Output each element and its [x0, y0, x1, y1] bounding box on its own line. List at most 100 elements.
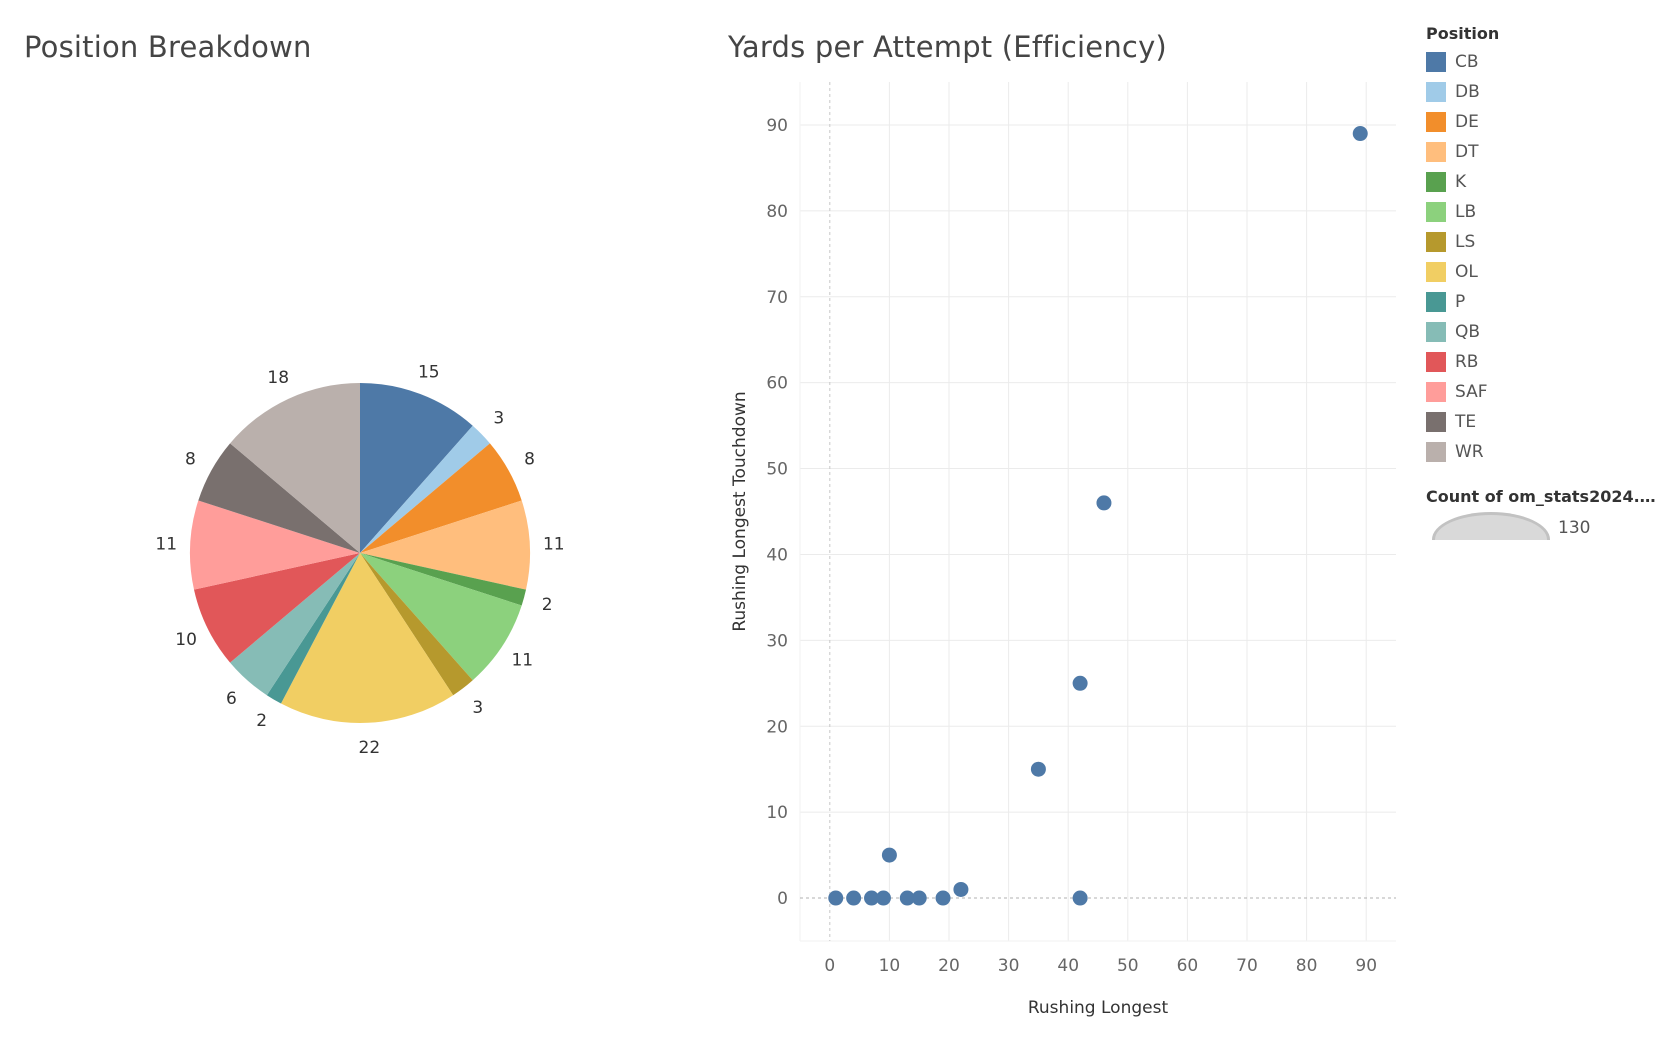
pie-slice-db[interactable] [360, 425, 490, 553]
scatter-point[interactable] [1072, 890, 1088, 906]
legend-swatch [1426, 52, 1446, 72]
scatter-point[interactable] [911, 890, 927, 906]
x-tick-label: 10 [879, 956, 901, 976]
x-tick-label: 80 [1296, 956, 1318, 976]
x-tick-label: 90 [1355, 956, 1377, 976]
pie-label-k: 2 [542, 595, 553, 615]
legend-swatch [1426, 382, 1446, 402]
legend-title: Position [1426, 24, 1500, 43]
legend-item-dt[interactable]: DT [1426, 137, 1662, 167]
pie-slice-qb[interactable] [230, 553, 360, 696]
pie-label-ls: 3 [472, 698, 483, 718]
pie-slice-k[interactable] [360, 553, 526, 606]
scatter-chart-title: Yards per Attempt (Efficiency) [728, 30, 1167, 64]
scatter-point[interactable] [1096, 495, 1112, 511]
legend-swatch [1426, 82, 1446, 102]
legend-label: DT [1455, 142, 1479, 162]
pie-slice-rb[interactable] [194, 553, 360, 663]
size-legend-shape [1432, 512, 1550, 540]
x-tick-label: 50 [1117, 956, 1139, 976]
pie-slice-ol[interactable] [280, 553, 454, 723]
scatter-point[interactable] [875, 890, 891, 906]
pie-slices [190, 383, 530, 723]
legend-item-p[interactable]: P [1426, 287, 1662, 317]
pie-slice-de[interactable] [360, 443, 522, 553]
x-tick-label: 70 [1236, 956, 1258, 976]
scatter-chart: 0 10 20 30 40 50 60 70 80 90 0 10 20 30 40 50 60 70 80 90 R… [730, 82, 1396, 1018]
scatter-point[interactable] [1030, 761, 1046, 777]
pie-slice-p[interactable] [266, 553, 360, 704]
legend-label: QB [1455, 322, 1481, 342]
legend-swatch [1426, 442, 1446, 462]
y-tick-label: 40 [766, 545, 788, 565]
legend-item-qb[interactable]: QB [1426, 317, 1662, 347]
size-legend: Count of om_stats2024.c.. 130 [1426, 487, 1662, 542]
pie-label-qb: 6 [226, 689, 237, 709]
y-tick-label: 10 [766, 803, 788, 823]
y-tick-label: 50 [766, 460, 788, 480]
scatter-zero-lines [800, 82, 1396, 941]
y-axis-title: Rushing Longest Touchdown [730, 391, 750, 631]
y-tick-label: 30 [766, 631, 788, 651]
y-tick-label: 70 [766, 288, 788, 308]
legend-item-ol[interactable]: OL [1426, 257, 1662, 287]
legend-label: TE [1455, 412, 1477, 432]
pie-label-cb: 15 [418, 363, 440, 383]
legend-item-saf[interactable]: SAF [1426, 377, 1662, 407]
pie-label-p: 2 [256, 711, 267, 731]
legend-label: RB [1455, 352, 1479, 372]
size-legend-title: Count of om_stats2024.c.. [1426, 487, 1658, 506]
pie-chart-title: Position Breakdown [24, 30, 312, 64]
legend-item-ls[interactable]: LS [1426, 227, 1662, 257]
legend-swatch [1426, 202, 1446, 222]
pie-slice-te[interactable] [198, 443, 360, 553]
legend-label: P [1455, 292, 1466, 312]
pie-slice-dt[interactable] [360, 500, 530, 590]
y-tick-label: 0 [777, 889, 788, 909]
pie-slice-saf[interactable] [190, 500, 360, 590]
x-axis-title: Rushing Longest [1028, 998, 1169, 1018]
size-legend-value: 130 [1558, 518, 1591, 538]
scatter-point[interactable] [1072, 675, 1088, 691]
legend-label: SAF [1455, 382, 1488, 402]
pie-label-te: 8 [185, 450, 196, 470]
pie-label-wr: 18 [267, 368, 289, 388]
scatter-point[interactable] [935, 890, 951, 906]
legend-item-rb[interactable]: RB [1426, 347, 1662, 377]
pie-label-ol: 22 [359, 738, 381, 758]
legend-swatch [1426, 112, 1446, 132]
scatter-point[interactable] [899, 890, 915, 906]
legend-item-lb[interactable]: LB [1426, 197, 1662, 227]
legend-swatch [1426, 172, 1446, 192]
legend-item-db[interactable]: DB [1426, 77, 1662, 107]
pie-slice-cb[interactable] [360, 383, 473, 553]
pie-slice-wr[interactable] [230, 383, 360, 553]
legend-item-k[interactable]: K [1426, 167, 1662, 197]
legend-swatch [1426, 352, 1446, 372]
legend-swatch [1426, 412, 1446, 432]
legend-label: K [1455, 172, 1467, 192]
size-legend-row: 130 [1426, 512, 1662, 542]
scatter-point[interactable] [1352, 126, 1368, 142]
legend-label: CB [1455, 52, 1479, 72]
legend-label: LB [1455, 202, 1477, 222]
pie-slice-ls[interactable] [360, 553, 473, 696]
legend-item-wr[interactable]: WR [1426, 437, 1662, 467]
scatter-point[interactable] [846, 890, 862, 906]
x-tick-label: 40 [1057, 956, 1079, 976]
scatter-points [828, 126, 1368, 906]
legend-item-de[interactable]: DE [1426, 107, 1662, 137]
x-tick-label: 60 [1177, 956, 1199, 976]
scatter-ticks: 0 10 20 30 40 50 60 70 80 90 0 10 20 30 40 50 60 70 80 90 [766, 116, 1377, 976]
scatter-point[interactable] [881, 847, 897, 863]
scatter-point[interactable] [953, 881, 969, 897]
scatter-point[interactable] [864, 890, 880, 906]
legend-swatch [1426, 292, 1446, 312]
scatter-point[interactable] [828, 890, 844, 906]
pie-slice-lb[interactable] [360, 553, 522, 681]
legend-item-te[interactable]: TE [1426, 407, 1662, 437]
y-tick-label: 20 [766, 717, 788, 737]
legend-item-cb[interactable]: CB [1426, 47, 1662, 77]
